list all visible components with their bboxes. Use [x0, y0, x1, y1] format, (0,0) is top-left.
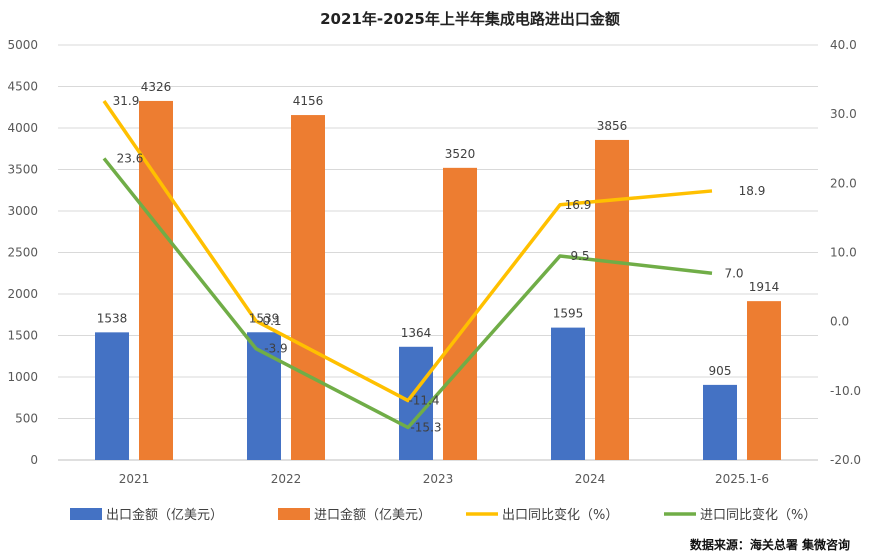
legend-swatch-export [70, 508, 102, 520]
y-left-tick: 500 [15, 412, 38, 426]
export-bar [95, 332, 129, 460]
line-value-label: -3.9 [264, 342, 287, 356]
bar-value-label: 3856 [597, 119, 628, 133]
x-axis: 2021 2022 2023 2024 2025.1-6 [119, 472, 769, 486]
import-bar [139, 100, 173, 460]
line-value-label: 31.9 [113, 94, 140, 108]
bar-value-label: 1364 [401, 326, 432, 340]
line-value-label: 0.1 [262, 314, 281, 328]
bar-value-label: 1538 [97, 311, 128, 325]
import-bar [747, 301, 781, 460]
x-tick: 2021 [119, 472, 150, 486]
y-right-tick: 40.0 [830, 38, 857, 52]
line-value-label: 16.9 [565, 198, 592, 212]
y-left-tick: 5000 [7, 38, 38, 52]
x-tick: 2023 [423, 472, 454, 486]
bar-value-label: 1595 [553, 307, 584, 321]
legend-item: 出口金额（亿美元） [70, 507, 223, 523]
bar-value-label: 4156 [293, 94, 324, 108]
export-bar [551, 327, 585, 460]
export-yoy-line [102, 100, 713, 403]
import-yoy-line [102, 157, 713, 430]
y-right-tick: 30.0 [830, 107, 857, 121]
source-note: 数据来源：海关总署 集微咨询 [690, 537, 850, 552]
bars [95, 100, 781, 460]
y-left-tick: 3000 [7, 204, 38, 218]
line-value-label: 18.9 [739, 184, 766, 198]
y-left-tick: 2500 [7, 246, 38, 260]
line-value-label: -11.4 [408, 394, 439, 408]
legend-swatch-import [278, 508, 310, 520]
line-value-label: 9.5 [570, 249, 589, 263]
import-bar [443, 167, 477, 460]
legend-label: 进口金额（亿美元） [314, 507, 431, 523]
line-value-label: 23.6 [117, 151, 144, 165]
bar-value-label: 905 [709, 364, 732, 378]
x-tick: 2025.1-6 [715, 472, 769, 486]
bar-value-label: 3520 [445, 147, 476, 161]
y-left-tick: 0 [30, 453, 38, 467]
y-left-tick: 4500 [7, 80, 38, 94]
legend-label: 出口金额（亿美元） [106, 507, 223, 523]
y-right-tick: 20.0 [830, 176, 857, 190]
legend-item: 进口同比变化（%） [664, 507, 816, 523]
bar-value-label: 1539 [249, 311, 280, 325]
data-labels: 1538 1539 1364 1595 905 4326 4156 3520 3856 1914 3… [97, 80, 780, 435]
grid [58, 44, 818, 461]
y-right-tick: 10.0 [830, 246, 857, 260]
export-bar [703, 384, 737, 460]
x-tick: 2022 [271, 472, 302, 486]
y-left-tick: 4000 [7, 121, 38, 135]
left-axis: 0 500 1000 1500 2000 2500 3000 3500 4000 4500 5000 [7, 38, 38, 467]
import-bar [595, 139, 629, 460]
chart-title: 2021年-2025年上半年集成电路进出口金额 [320, 10, 620, 28]
legend-label: 进口同比变化（%） [700, 507, 816, 523]
line-value-label: -15.3 [410, 420, 441, 434]
y-left-tick: 2000 [7, 287, 38, 301]
y-right-tick: -20.0 [830, 453, 861, 467]
bar-value-label: 1914 [749, 280, 780, 294]
lines [102, 100, 713, 430]
y-left-tick: 3500 [7, 163, 38, 177]
bar-value-label: 4326 [141, 80, 172, 94]
y-right-tick: 0.0 [830, 315, 849, 329]
legend-item: 进口金额（亿美元） [278, 507, 431, 523]
y-left-tick: 1500 [7, 329, 38, 343]
legend: 出口金额（亿美元） 进口金额（亿美元） 出口同比变化（%） 进口同比变化（%） [70, 507, 816, 523]
x-tick: 2024 [575, 472, 606, 486]
import-bar [291, 115, 325, 460]
y-left-tick: 1000 [7, 370, 38, 384]
line-value-label: 7.0 [724, 266, 743, 280]
legend-label: 出口同比变化（%） [502, 507, 618, 523]
right-axis: -20.0 -10.0 0.0 10.0 20.0 30.0 40.0 [830, 38, 861, 467]
legend-item: 出口同比变化（%） [466, 507, 618, 523]
y-right-tick: -10.0 [830, 384, 861, 398]
